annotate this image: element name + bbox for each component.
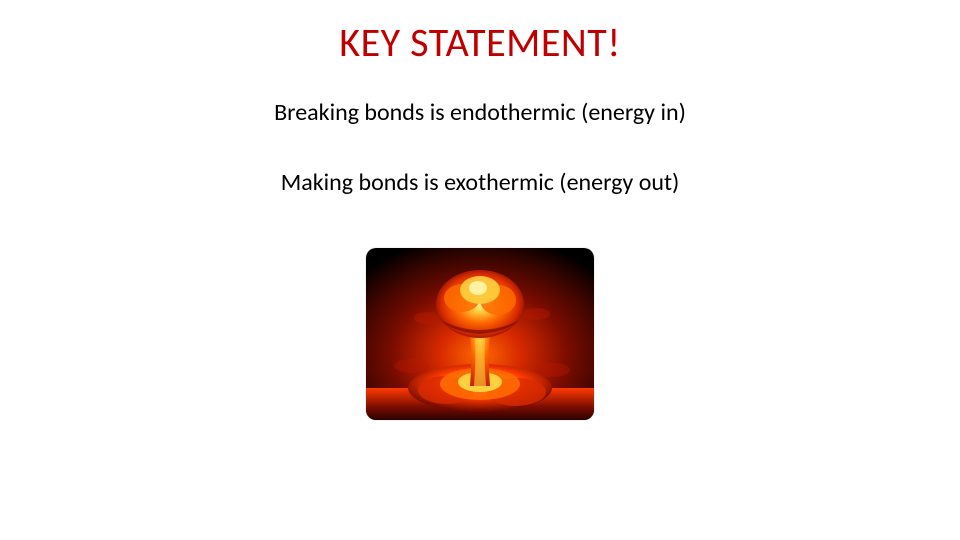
statement-line-1: Breaking bonds is endothermic (energy in… [0, 98, 960, 127]
explosion-image [366, 248, 594, 420]
statement-line-2: Making bonds is exothermic (energy out) [0, 168, 960, 197]
slide-title: KEY STATEMENT! [0, 18, 960, 67]
slide: KEY STATEMENT! Breaking bonds is endothe… [0, 0, 960, 540]
